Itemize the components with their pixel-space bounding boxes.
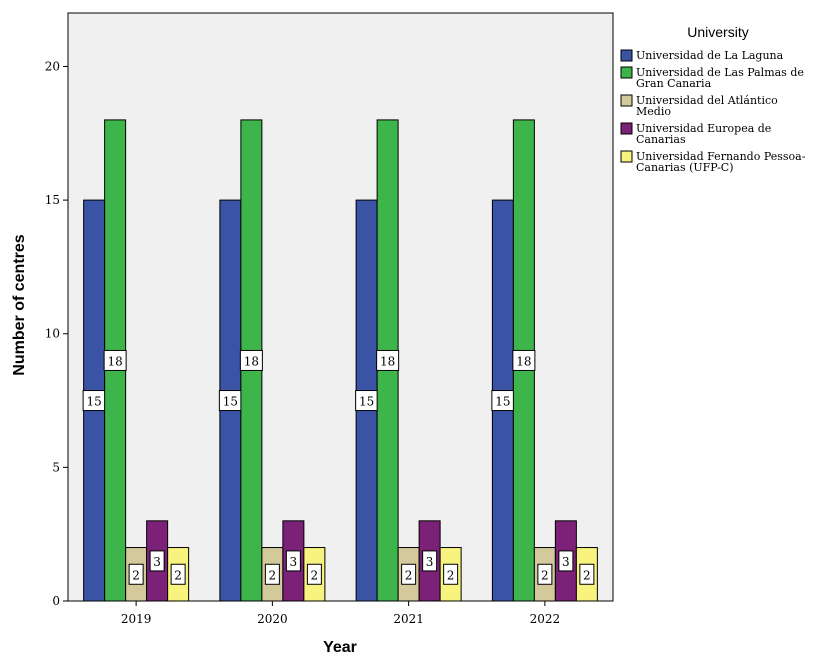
data-label-box — [376, 349, 400, 371]
data-label-box — [579, 563, 595, 585]
data-label: 2 — [269, 568, 277, 582]
legend-entry-line: Universidad Fernando Pessoa- — [636, 150, 806, 163]
y-tick-label: 10 — [45, 327, 60, 341]
data-label: 2 — [447, 568, 455, 582]
data-label: 18 — [244, 354, 259, 368]
data-label-box — [422, 550, 438, 572]
data-label: 3 — [153, 555, 161, 569]
legend-entry-line: Universidad del Atlántico — [636, 94, 778, 107]
data-label-box — [239, 349, 263, 371]
data-label: 2 — [174, 568, 182, 582]
legend-entry-line: Canarias — [636, 133, 686, 146]
data-label: 18 — [516, 354, 531, 368]
data-label-box — [285, 550, 301, 572]
legend-swatch — [620, 66, 633, 79]
data-label: 18 — [380, 354, 395, 368]
legend-swatch — [620, 49, 633, 62]
legend-entry: Universidad de Las Palmas de Gran Canaria — [636, 66, 804, 90]
legend-entry-line: Universidad Europea de — [636, 122, 771, 135]
data-label: 15 — [359, 395, 374, 409]
legend-entry-line: Gran Canaria — [636, 77, 712, 90]
data-label: 2 — [583, 568, 591, 582]
x-tick-label: 2019 — [121, 612, 152, 626]
x-tick-label: 2021 — [393, 612, 424, 626]
legend-entry-line: Universidad de La Laguna — [636, 49, 784, 62]
data-label-box — [149, 550, 165, 572]
x-axis: 2019 2020 2021 2022 — [121, 601, 560, 626]
legend-title: University — [687, 24, 748, 40]
y-tick-label: 15 — [45, 193, 60, 207]
data-label: 3 — [290, 555, 298, 569]
data-label-box — [537, 563, 553, 585]
x-tick-label: 2020 — [257, 612, 288, 626]
data-label: 3 — [426, 555, 434, 569]
data-label-box — [558, 550, 574, 572]
legend-swatch — [620, 94, 633, 107]
y-tick-label: 5 — [52, 460, 60, 474]
data-label: 2 — [311, 568, 319, 582]
data-label: 2 — [132, 568, 140, 582]
legend-entry-line: Universidad de Las Palmas de — [636, 66, 804, 79]
y-axis-title: Number of centres — [11, 234, 28, 375]
legend-entry: Universidad Fernando Pessoa-Canarias (UF… — [636, 150, 806, 174]
legend-entry: Universidad Europea de Canarias — [636, 122, 771, 146]
data-label-box — [443, 563, 459, 585]
data-label: 15 — [86, 395, 101, 409]
legend-entry: Universidad de La Laguna — [636, 49, 784, 62]
data-label-box — [306, 563, 322, 585]
y-tick-label: 0 — [52, 594, 60, 608]
x-axis-title: Year — [323, 639, 357, 656]
x-tick-label: 2022 — [530, 612, 561, 626]
data-label: 18 — [107, 354, 122, 368]
data-label-box — [128, 563, 144, 585]
legend-entry: Universidad del Atlántico Medio — [636, 94, 778, 118]
data-label-box — [401, 563, 417, 585]
data-label: 2 — [405, 568, 413, 582]
y-axis: 0 5 10 15 20 — [45, 59, 68, 608]
legend-entry-line: Canarias (UFP-C) — [636, 161, 734, 174]
data-label: 2 — [541, 568, 549, 582]
legend-swatch — [620, 150, 633, 163]
y-tick-label: 20 — [45, 59, 60, 73]
data-label: 3 — [562, 555, 570, 569]
data-label: 15 — [495, 395, 510, 409]
data-label-box — [264, 563, 280, 585]
legend-swatch — [620, 122, 633, 135]
legend: University Universidad de La Laguna Unive… — [620, 24, 806, 174]
data-label-box — [103, 349, 127, 371]
data-label-box — [512, 349, 536, 371]
data-label: 15 — [223, 395, 238, 409]
legend-entry-line: Medio — [636, 105, 671, 118]
data-label-box — [170, 563, 186, 585]
